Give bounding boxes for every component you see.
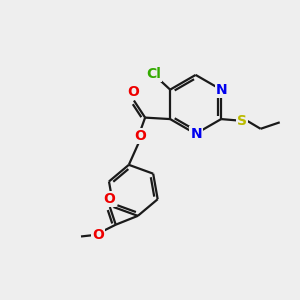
Text: Cl: Cl bbox=[146, 67, 161, 81]
Text: N: N bbox=[190, 127, 202, 141]
Text: N: N bbox=[216, 82, 227, 97]
Text: O: O bbox=[128, 85, 140, 99]
Text: O: O bbox=[134, 129, 146, 143]
Text: S: S bbox=[237, 114, 247, 128]
Text: O: O bbox=[103, 192, 115, 206]
Text: O: O bbox=[92, 228, 104, 242]
